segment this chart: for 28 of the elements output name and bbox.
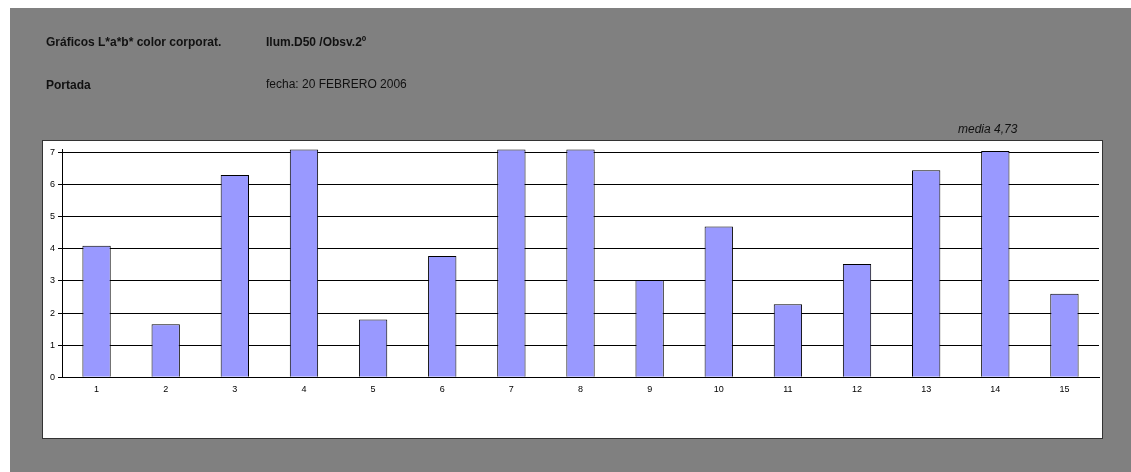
x-tick-label: 4 bbox=[301, 384, 307, 395]
y-tick-label: 5 bbox=[49, 211, 56, 222]
x-tick-label: 3 bbox=[232, 384, 238, 395]
x-tick-label: 11 bbox=[783, 384, 793, 395]
y-tick-label: 6 bbox=[49, 179, 56, 190]
x-tick-label: 8 bbox=[577, 384, 584, 395]
x-tick-label: 9 bbox=[647, 384, 653, 395]
x-tick-label: 6 bbox=[439, 384, 445, 395]
y-tick-label: 1 bbox=[49, 339, 56, 350]
y-tick-label: 0 bbox=[49, 371, 56, 382]
y-tick-label: 3 bbox=[49, 275, 56, 286]
x-tick-label: 10 bbox=[713, 384, 724, 395]
x-tick-label: 5 bbox=[370, 384, 376, 395]
y-tick-label: 2 bbox=[49, 307, 56, 318]
x-tick-label: 2 bbox=[163, 384, 169, 395]
chart-subtitle: Ilum.D50 /Obsv.2º bbox=[266, 35, 367, 49]
y-tick-label: 4 bbox=[49, 243, 56, 254]
text: fecha: 20 FEBRERO 2006 bbox=[266, 77, 407, 91]
x-tick-label: 1 bbox=[94, 384, 100, 395]
y-tick-label: 7 bbox=[49, 147, 56, 158]
text: media 4,73 bbox=[958, 122, 1018, 136]
x-tick-label: 14 bbox=[990, 384, 1001, 395]
chart-title: Gráficos L*a*b* color corporat. bbox=[46, 35, 222, 49]
text: Portada bbox=[46, 78, 91, 92]
x-tick-label: 13 bbox=[921, 384, 932, 395]
x-tick-label: 12 bbox=[852, 384, 863, 395]
x-tick-label: 7 bbox=[508, 384, 514, 395]
x-tick-label: 15 bbox=[1059, 384, 1070, 395]
